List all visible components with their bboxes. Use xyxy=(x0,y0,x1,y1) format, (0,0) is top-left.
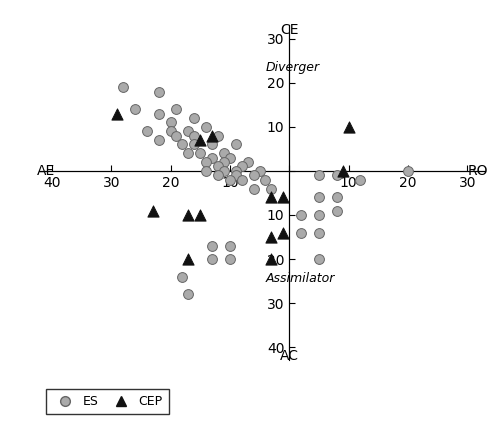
Point xyxy=(214,132,222,139)
Point xyxy=(178,273,186,280)
Point xyxy=(143,128,151,134)
Point xyxy=(262,176,270,183)
Point xyxy=(113,110,121,117)
Point xyxy=(238,163,246,170)
Point xyxy=(166,128,174,134)
Point xyxy=(190,114,198,121)
Point xyxy=(220,150,228,156)
Point xyxy=(208,141,216,148)
Point xyxy=(208,132,216,139)
Point xyxy=(268,185,276,192)
Point xyxy=(226,176,234,183)
Text: Diverger: Diverger xyxy=(266,61,320,74)
Point xyxy=(280,229,287,236)
Point xyxy=(202,167,210,174)
Text: Assimilator: Assimilator xyxy=(266,272,335,285)
Point xyxy=(202,159,210,165)
Point xyxy=(332,172,340,179)
Point xyxy=(172,106,180,113)
Point xyxy=(332,194,340,201)
Point xyxy=(268,234,276,240)
Point xyxy=(404,167,412,174)
Point xyxy=(226,243,234,249)
Point xyxy=(172,132,180,139)
Point xyxy=(178,141,186,148)
Point xyxy=(119,84,127,91)
Point xyxy=(208,243,216,249)
Point xyxy=(232,167,240,174)
Point xyxy=(154,110,162,117)
Point xyxy=(315,194,323,201)
Point xyxy=(344,123,352,130)
Point xyxy=(280,194,287,201)
Point xyxy=(250,185,258,192)
Point xyxy=(214,172,222,179)
Legend: ES, CEP: ES, CEP xyxy=(46,389,169,414)
Point xyxy=(202,123,210,130)
Point xyxy=(256,167,264,174)
Point xyxy=(148,207,156,214)
Point xyxy=(268,256,276,262)
Point xyxy=(232,141,240,148)
Point xyxy=(184,212,192,218)
Point xyxy=(297,212,305,218)
Point xyxy=(250,172,258,179)
Point xyxy=(356,176,364,183)
Point xyxy=(131,106,139,113)
Point xyxy=(244,159,252,165)
Point xyxy=(196,137,204,143)
Text: RO: RO xyxy=(468,164,488,178)
Point xyxy=(315,229,323,236)
Text: AE: AE xyxy=(37,164,56,178)
Point xyxy=(338,167,346,174)
Point xyxy=(184,128,192,134)
Point xyxy=(208,154,216,161)
Text: CE: CE xyxy=(280,23,298,37)
Point xyxy=(190,132,198,139)
Text: AC: AC xyxy=(280,349,298,363)
Point xyxy=(332,207,340,214)
Point xyxy=(220,167,228,174)
Point xyxy=(184,256,192,262)
Point xyxy=(154,88,162,95)
Point xyxy=(184,291,192,298)
Point xyxy=(315,256,323,262)
Point xyxy=(184,150,192,156)
Point xyxy=(166,119,174,126)
Point xyxy=(268,194,276,201)
Point xyxy=(208,256,216,262)
Point xyxy=(315,172,323,179)
Point xyxy=(220,159,228,165)
Point xyxy=(196,150,204,156)
Point xyxy=(226,256,234,262)
Point xyxy=(232,172,240,179)
Point xyxy=(196,212,204,218)
Point xyxy=(226,154,234,161)
Point xyxy=(190,141,198,148)
Point xyxy=(297,229,305,236)
Point xyxy=(154,137,162,143)
Point xyxy=(315,212,323,218)
Point xyxy=(214,163,222,170)
Point xyxy=(238,176,246,183)
